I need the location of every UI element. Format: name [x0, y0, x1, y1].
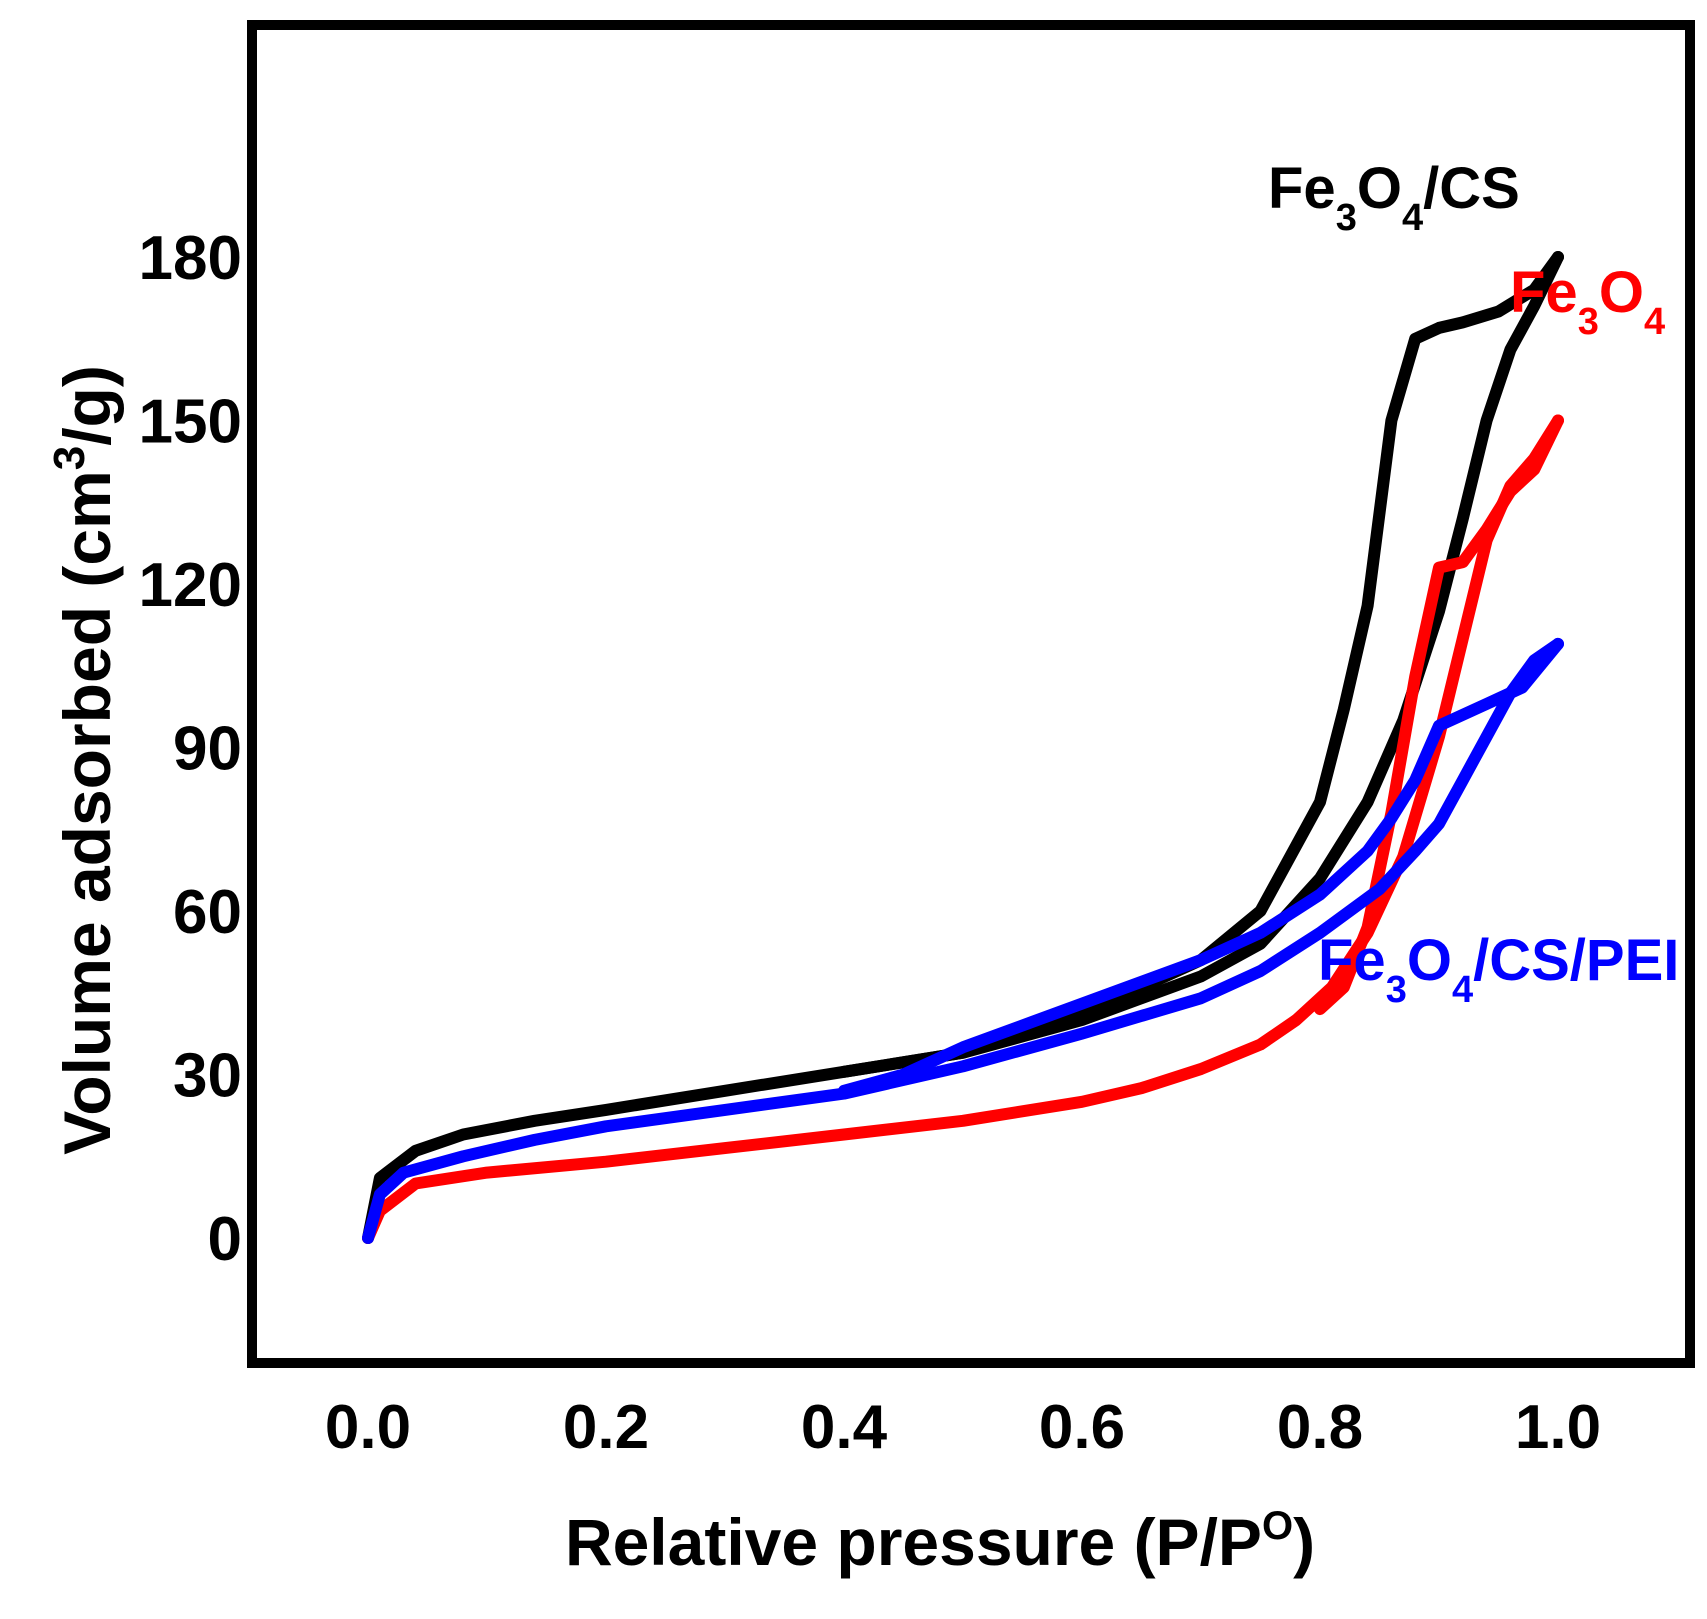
ticks-layer: 0.0 0.2 0.4 0.6 0.8 1.0 0 30 60 90 120 150 180: [139, 224, 1602, 1462]
x-tick-label: 1.0: [1515, 1393, 1601, 1462]
x-axis-title-close: ): [1293, 1505, 1315, 1579]
label-subscript: 3: [1386, 969, 1407, 1011]
y-axis-title: Volume adsorbed (cm3/g): [45, 365, 124, 1155]
y-tick-label: 30: [173, 1042, 242, 1111]
series-2-adsorption-line: [362, 414, 1564, 1244]
x-axis-title-main: Relative pressure (P/P: [565, 1505, 1262, 1579]
label-subscript: 4: [1402, 197, 1423, 239]
label-text: O: [1599, 260, 1644, 325]
y-axis-title-close: /g): [50, 365, 124, 446]
x-tick-label: 0.0: [325, 1393, 411, 1462]
label-subscript: 4: [1452, 969, 1473, 1011]
label-subscript: 3: [1578, 301, 1599, 343]
label-text: /CS: [1423, 156, 1520, 221]
x-tick-label: 0.4: [801, 1393, 888, 1462]
label-text: Fe: [1268, 156, 1336, 221]
y-tick-label: 0: [208, 1205, 242, 1274]
label-text: Fe: [1318, 928, 1386, 993]
y-axis-title-main: Volume adsorbed (cm: [50, 470, 124, 1155]
x-axis-title: Relative pressure (P/PO): [565, 1504, 1315, 1579]
label-text: O: [1357, 156, 1402, 221]
series-2-desorption-line: [1314, 414, 1564, 1016]
plot-frame: [247, 20, 1695, 1368]
label-text: /CS/PEI: [1473, 928, 1679, 993]
y-axis-title-superscript: 3: [45, 446, 94, 470]
x-tick-label: 0.2: [563, 1393, 649, 1462]
y-tick-label: 60: [173, 878, 242, 947]
x-axis-title-superscript: O: [1262, 1504, 1293, 1548]
y-tick-label: 180: [139, 224, 242, 293]
x-tick-label: 0.8: [1277, 1393, 1363, 1462]
y-tick-label: 150: [139, 388, 242, 457]
label-subscript: 3: [1336, 197, 1357, 239]
label-text: Fe: [1510, 260, 1578, 325]
series-1-adsorption-line: [362, 251, 1564, 1244]
series-label-2: Fe3O4: [1510, 260, 1665, 343]
label-subscript: 4: [1644, 301, 1665, 343]
label-text: O: [1407, 928, 1452, 993]
x-tick-label: 0.6: [1039, 1393, 1125, 1462]
series-3-desorption-line: [838, 637, 1564, 1097]
series-1-desorption-line: [838, 251, 1564, 1078]
series-layer: [362, 251, 1564, 1244]
y-tick-label: 120: [139, 551, 242, 620]
series-label-1: Fe3O4/CS: [1268, 156, 1520, 239]
y-tick-label: 90: [173, 715, 242, 784]
series-label-3: Fe3O4/CS/PEI: [1318, 928, 1679, 1011]
series-3-adsorption-line: [362, 637, 1564, 1244]
